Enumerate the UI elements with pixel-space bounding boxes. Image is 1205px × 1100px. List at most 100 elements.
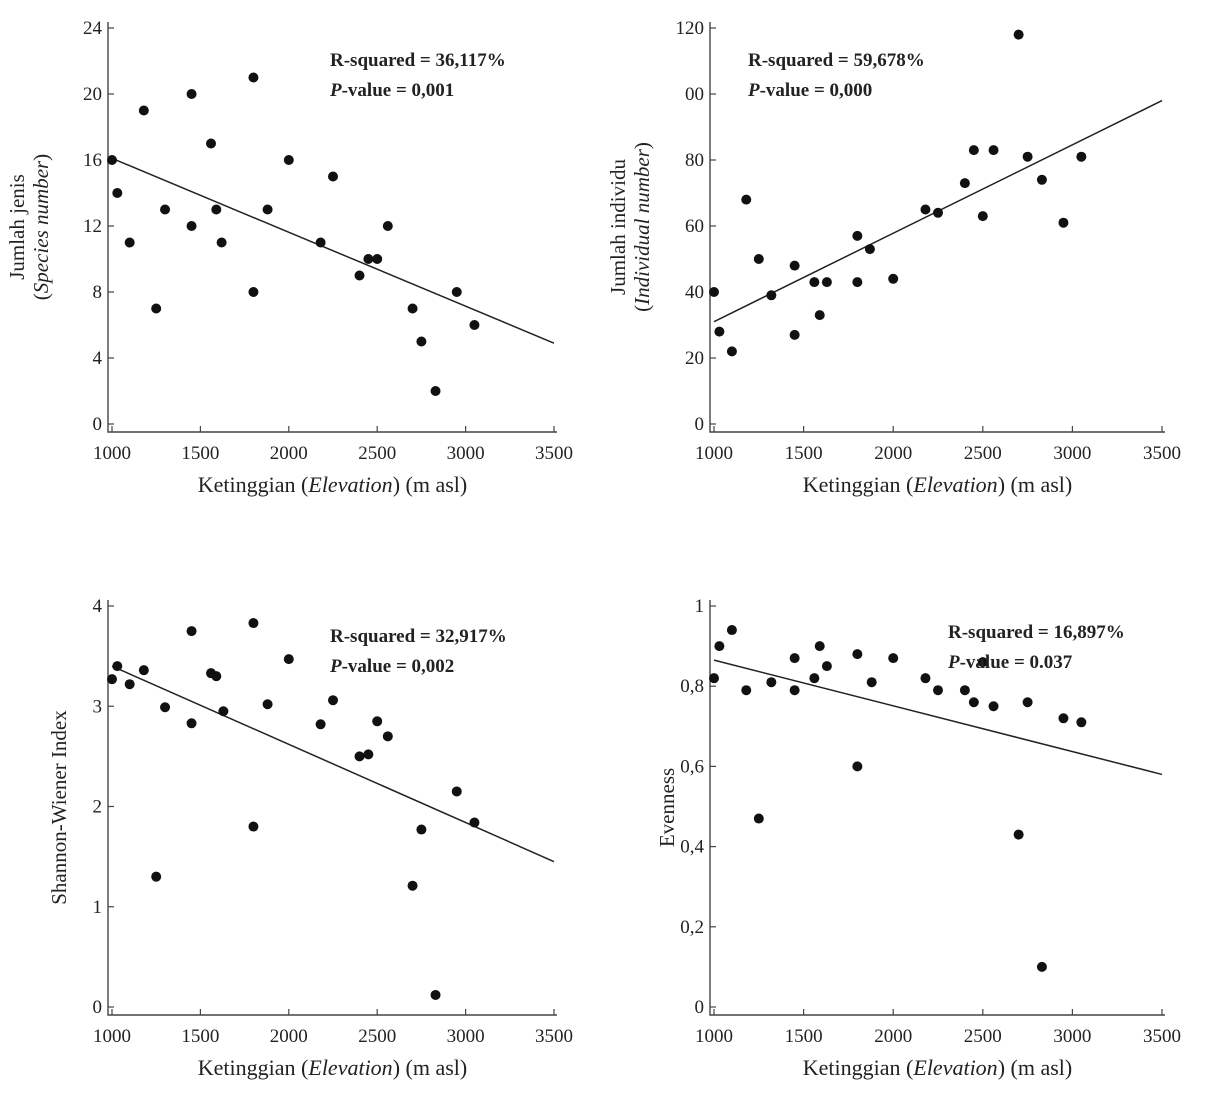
- data-point: [753, 254, 764, 264]
- data-point: [160, 204, 171, 215]
- data-point: [920, 673, 931, 684]
- y-tick-label: 0: [695, 997, 705, 1018]
- x-tick-label: 2000: [270, 1026, 308, 1047]
- data-point: [709, 287, 719, 297]
- y-tick-label: 60: [685, 216, 704, 237]
- data-point: [1036, 174, 1047, 185]
- x-tick-label: 3000: [1053, 443, 1091, 464]
- y-tick-label: 3: [93, 696, 103, 717]
- data-point: [186, 718, 197, 729]
- y-tick-label: 0,2: [680, 917, 704, 938]
- data-point: [789, 653, 800, 664]
- data-point: [407, 303, 418, 314]
- r-squared-annotation: R-squared = 36,117%: [330, 50, 506, 71]
- regression-line: [713, 659, 1163, 776]
- data-point: [741, 194, 752, 205]
- data-point: [382, 221, 393, 231]
- data-point: [416, 336, 427, 347]
- y-axis-label: Jumlah individu(Individual number): [606, 142, 654, 312]
- data-point: [821, 277, 832, 288]
- y-axis-label: Shannon-Wiener Index: [47, 710, 71, 905]
- data-point: [315, 719, 326, 730]
- data-point: [211, 204, 222, 215]
- data-point: [977, 211, 988, 222]
- data-point: [107, 674, 117, 685]
- y-tick-label: 20: [685, 348, 704, 369]
- data-point: [107, 155, 117, 165]
- data-point: [753, 813, 764, 824]
- data-point: [1013, 29, 1024, 40]
- y-tick-label: 16: [83, 150, 102, 171]
- data-point: [160, 702, 171, 713]
- data-point: [809, 673, 820, 684]
- data-point: [988, 701, 999, 712]
- data-point: [726, 625, 737, 636]
- r-squared-annotation: R-squared = 59,678%: [748, 50, 925, 71]
- p-value-annotation: P-value = 0,000: [747, 80, 872, 101]
- data-point: [124, 237, 135, 248]
- y-axis-label: Jumlah jenis(Species number): [5, 154, 53, 300]
- chart-panel-2: 1000 1500 2000 2500 3000 3500 0 20 40 60 80 00 120 Ke…: [606, 18, 1181, 497]
- x-tick-label: 2500: [358, 1026, 396, 1047]
- data-point: [933, 685, 943, 696]
- x-tick-label: 3500: [535, 1026, 573, 1047]
- y-tick-label: 4: [93, 596, 103, 617]
- data-point: [407, 880, 418, 891]
- regression-line: [111, 157, 555, 344]
- data-point: [430, 386, 441, 396]
- x-tick-label: 1500: [785, 443, 823, 464]
- y-tick-label: 12: [83, 216, 102, 237]
- x-tick-label: 1000: [93, 443, 131, 464]
- data-point: [1036, 961, 1047, 972]
- data-point: [766, 677, 777, 688]
- data-point: [315, 237, 326, 248]
- x-tick-label: 2000: [270, 443, 308, 464]
- p-value-annotation: P-value = 0.037: [947, 652, 1073, 673]
- data-point: [766, 290, 777, 301]
- data-point: [1058, 713, 1069, 724]
- x-tick-label: 2000: [874, 1026, 912, 1047]
- data-point: [186, 221, 197, 231]
- data-point: [469, 320, 480, 330]
- data-point: [138, 105, 149, 116]
- y-tick-label: 0: [695, 414, 705, 435]
- data-point: [328, 695, 338, 706]
- data-point: [968, 697, 979, 708]
- x-tick-label: 1500: [785, 1026, 823, 1047]
- data-point: [248, 821, 259, 832]
- data-point: [741, 685, 752, 696]
- y-tick-label: 120: [676, 18, 705, 39]
- axis-frame: [107, 600, 557, 1016]
- data-point: [218, 706, 229, 717]
- data-point: [852, 649, 863, 660]
- data-point: [1022, 151, 1033, 162]
- axis-frame: [709, 22, 1165, 433]
- data-point: [211, 671, 222, 682]
- data-point: [864, 244, 875, 255]
- data-point: [789, 329, 800, 340]
- data-point: [363, 254, 374, 264]
- x-tick-label: 1000: [695, 443, 733, 464]
- y-tick-label: 80: [685, 150, 704, 171]
- data-point: [814, 310, 825, 321]
- data-point: [382, 731, 393, 742]
- data-point: [469, 817, 480, 828]
- x-tick-label: 3000: [447, 443, 485, 464]
- y-tick-label: 0,4: [680, 837, 704, 858]
- data-point: [977, 657, 988, 668]
- x-axis-label: Ketinggian (Elevation) (m asl): [198, 1055, 467, 1080]
- data-point: [328, 171, 338, 182]
- y-tick-label: 4: [93, 348, 103, 369]
- data-point: [726, 346, 737, 357]
- data-point: [430, 989, 441, 1000]
- y-tick-label: 1: [695, 596, 705, 617]
- y-tick-label: 8: [93, 282, 103, 303]
- data-point: [216, 237, 227, 248]
- y-tick-label: 2: [93, 797, 103, 818]
- data-point: [852, 230, 863, 241]
- data-point: [451, 786, 462, 797]
- y-tick-label: 24: [83, 18, 103, 39]
- data-point: [789, 685, 800, 696]
- y-tick-label: 00: [685, 84, 704, 105]
